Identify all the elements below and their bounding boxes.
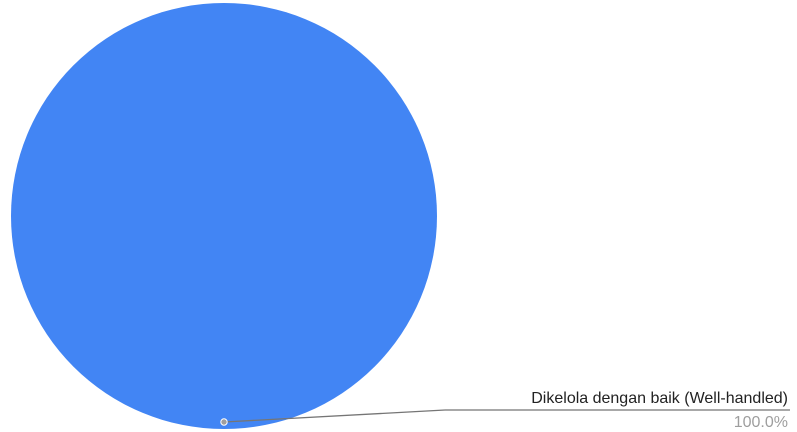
slice-leader-dot [221, 419, 227, 425]
slice-label: Dikelola dengan baik (Well-handled) [531, 390, 788, 407]
pie-slice [11, 3, 437, 429]
slice-percent-label: 100.0% [734, 414, 788, 431]
pie-slices [11, 3, 437, 429]
